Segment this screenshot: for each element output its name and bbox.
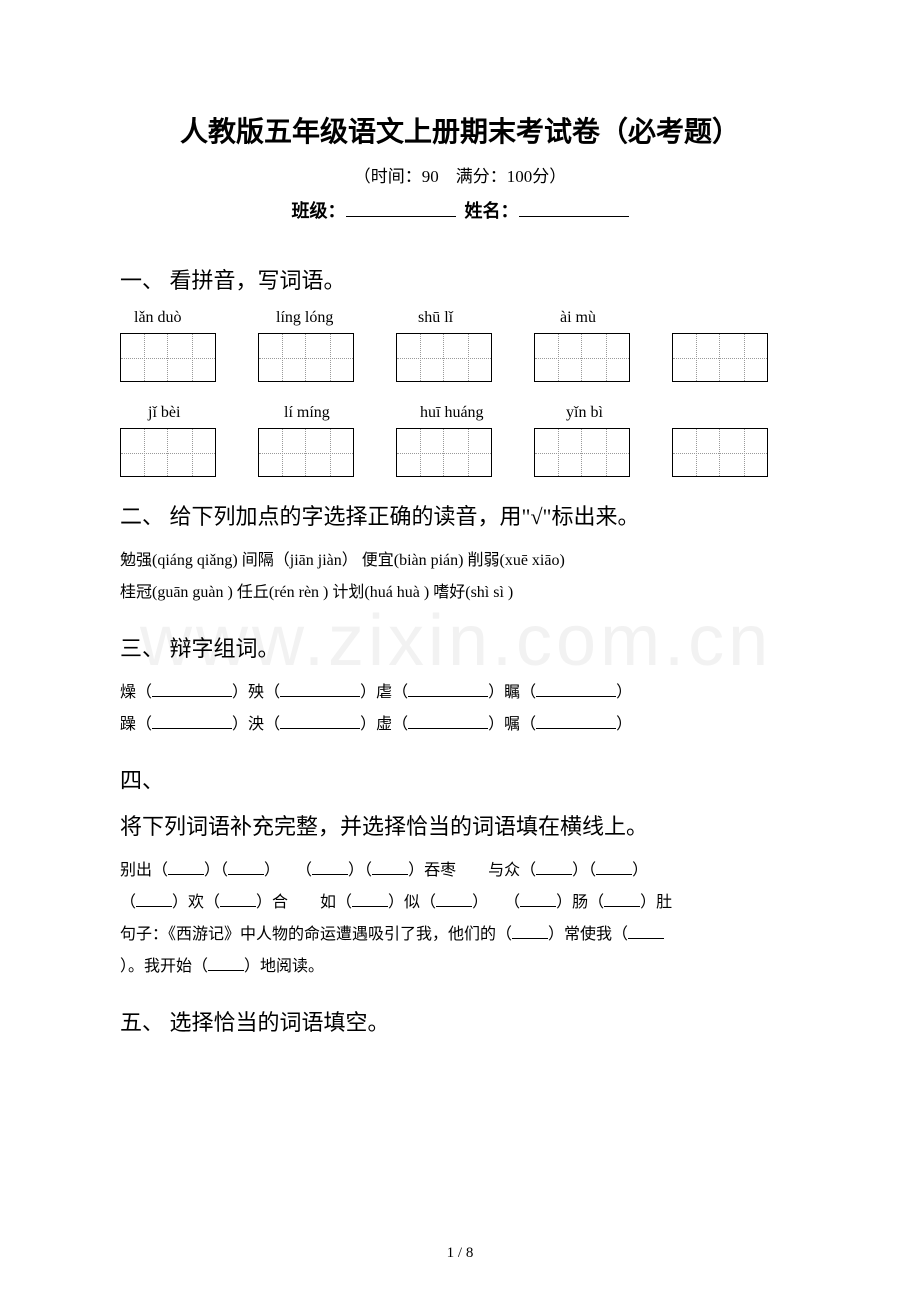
page-subtitle: （时间：90 满分：100分） <box>120 162 800 187</box>
section2-heading: 二、 给下列加点的字选择正确的读音，用"√"标出来。 <box>120 499 800 531</box>
section3-row1: 燥（）殃（）虐（）瞩（） <box>120 677 800 709</box>
char-box <box>120 428 216 477</box>
char-box <box>534 333 630 382</box>
pinyin: yǐn bì <box>566 404 646 422</box>
pinyin-row-2: jǐ bèi lí míng huī huáng yǐn bì <box>148 404 800 422</box>
section2-line2: 桂冠(guān guàn ) 任丘(rén rèn ) 计划(huá huà )… <box>120 577 800 609</box>
page-content: 人教版五年级语文上册期末考试卷（必考题） （时间：90 满分：100分） 班级：… <box>120 110 800 1037</box>
char: 躁 <box>120 716 136 733</box>
pinyin: huī huáng <box>420 404 510 422</box>
blank <box>408 681 488 697</box>
char-box <box>120 333 216 382</box>
blank <box>536 713 616 729</box>
pinyin: líng lóng <box>276 309 366 327</box>
name-blank <box>519 199 629 217</box>
class-blank <box>346 199 456 217</box>
box-row-2 <box>120 428 800 477</box>
char: 嘱 <box>504 716 520 733</box>
section4-line1: 别出（）（） （）（）吞枣 与众（）（） <box>120 855 800 887</box>
char-box <box>258 428 354 477</box>
pinyin: ài mù <box>560 309 650 327</box>
page-number: 1 / 8 <box>0 1245 920 1262</box>
char: 瞩 <box>504 684 520 701</box>
pinyin: jǐ bèi <box>148 404 228 422</box>
section1-heading: 一、 看拼音，写词语。 <box>120 263 800 295</box>
blank <box>152 681 232 697</box>
char-box <box>258 333 354 382</box>
pinyin: shū lǐ <box>418 309 508 327</box>
section3-heading: 三、 辩字组词。 <box>120 631 800 663</box>
blank <box>408 713 488 729</box>
section4-heading: 四、 <box>120 763 800 795</box>
section4-line4: ）。我开始（）地阅读。 <box>120 951 800 983</box>
blank <box>152 713 232 729</box>
section4-subheading: 将下列词语补充完整，并选择恰当的词语填在横线上。 <box>120 809 800 841</box>
char-box <box>396 428 492 477</box>
box-row-1 <box>120 333 800 382</box>
class-label: 班级： <box>292 201 346 221</box>
pinyin-row-1: lǎn duò líng lóng shū lǐ ài mù <box>134 309 800 327</box>
pinyin: lí míng <box>284 404 364 422</box>
section4-line3: 句子：《西游记》中人物的命运遭遇吸引了我，他们的（）常使我（ <box>120 919 800 951</box>
pinyin: lǎn duò <box>134 309 224 327</box>
char-box <box>672 333 768 382</box>
char-box <box>396 333 492 382</box>
char: 殃 <box>248 684 264 701</box>
char-box <box>534 428 630 477</box>
page-title: 人教版五年级语文上册期末考试卷（必考题） <box>120 110 800 150</box>
section5-heading: 五、 选择恰当的词语填空。 <box>120 1005 800 1037</box>
char: 燥 <box>120 684 136 701</box>
section2-line1: 勉强(qiáng qiǎng) 间隔（jiān jiàn） 便宜(biàn pi… <box>120 545 800 577</box>
char: 虚 <box>376 716 392 733</box>
section3-row2: 躁（）泱（）虚（）嘱（） <box>120 709 800 741</box>
blank <box>280 681 360 697</box>
class-line: 班级： 姓名： <box>120 197 800 223</box>
section4-line2: （）欢（）合 如（）似（） （）肠（）肚 <box>120 887 800 919</box>
char: 虐 <box>376 684 392 701</box>
char-box <box>672 428 768 477</box>
blank <box>536 681 616 697</box>
char: 泱 <box>248 716 264 733</box>
name-label: 姓名： <box>465 201 519 221</box>
blank <box>280 713 360 729</box>
